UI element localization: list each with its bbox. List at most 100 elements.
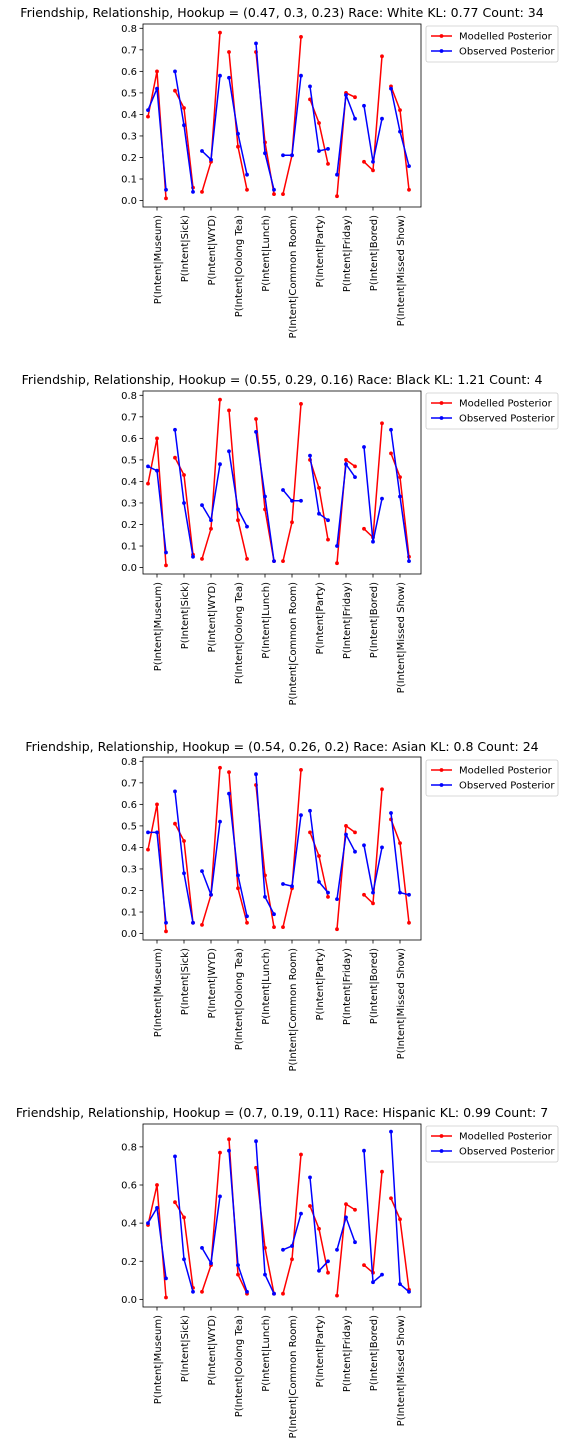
y-tick-label: 0.2 [121, 520, 137, 531]
y-tick-label: 0.2 [121, 886, 137, 897]
plot-area-1 [142, 23, 422, 208]
x-tick-label: P(Intent|Oolong Tea) [234, 582, 245, 684]
observed-data-point [371, 1280, 375, 1285]
modelled-data-point [299, 35, 303, 39]
y-tick-label: 0.4 [121, 843, 137, 854]
chart-title-2: Friendship, Relationship, Hookup = (0.55… [22, 372, 543, 387]
observed-data-point [218, 819, 222, 824]
modelled-data-point [263, 1246, 267, 1250]
x-tick-label: P(Intent|Bored) [369, 215, 380, 291]
modelled-data-point [344, 824, 348, 828]
legend-modelled-marker-4 [439, 1134, 444, 1138]
observed-data-point [146, 108, 150, 112]
modelled-data-point [281, 559, 285, 563]
modelled-data-point [281, 925, 285, 929]
modelled-data-point [245, 187, 249, 192]
observed-data-point [245, 1289, 249, 1294]
x-tick-label: P(Intent|Bored) [369, 582, 380, 658]
x-tick-label: P(Intent|Bored) [369, 948, 380, 1024]
observed-data-point [146, 830, 150, 835]
modelled-data-point [218, 30, 222, 35]
x-tick-label: P(Intent|Missed Show) [396, 582, 407, 693]
modelled-data-point [299, 402, 303, 406]
modelled-data-point [308, 830, 312, 835]
observed-data-point [362, 445, 366, 449]
y-tick-label: 0.0 [121, 563, 137, 574]
x-tick-label: P(Intent|Party) [315, 948, 326, 1021]
observed-data-point [263, 151, 267, 156]
modelled-data-point [317, 121, 321, 125]
observed-data-point [299, 813, 303, 817]
observed-data-point [182, 1257, 186, 1262]
observed-data-point [362, 843, 366, 848]
modelled-data-point [254, 417, 258, 421]
modelled-data-point [182, 839, 186, 843]
observed-data-point [254, 1139, 258, 1144]
modelled-data-point [209, 526, 213, 531]
observed-data-point [380, 845, 384, 850]
observed-data-point [380, 116, 384, 121]
modelled-data-point [182, 106, 186, 110]
modelled-data-point [236, 518, 240, 523]
observed-data-point [236, 131, 240, 136]
observed-data-point [407, 1289, 411, 1294]
x-tick-label: P(Intent|Sick) [180, 582, 191, 649]
modelled-data-point [218, 397, 222, 402]
observed-data-point [398, 1282, 402, 1286]
legend-1: Modelled Posterior Observed Posterior [425, 25, 559, 63]
y-tick-label: 0.7 [121, 778, 137, 789]
observed-data-point [362, 103, 366, 108]
modelled-data-point [245, 557, 249, 561]
y-tick-label: 0.6 [121, 1181, 137, 1192]
x-tick-label: P(Intent|Friday) [342, 215, 353, 292]
observed-data-point [389, 427, 393, 432]
x-tick-label: P(Intent|Sick) [180, 215, 191, 282]
modelled-data-point [281, 1291, 285, 1296]
observed-data-point [353, 475, 357, 479]
modelled-data-point [146, 847, 150, 852]
modelled-data-point [164, 929, 168, 934]
observed-data-point [335, 1247, 339, 1252]
modelled-data-point [218, 1150, 222, 1155]
modelled-data-point [335, 1293, 339, 1298]
x-tick-label: P(Intent|Oolong Tea) [234, 215, 245, 317]
y-tick-label: 0.1 [121, 175, 137, 186]
legend-3: Modelled Posterior Observed Posterior [425, 759, 559, 797]
legend-observed-marker-1 [439, 49, 444, 53]
x-tick-label: P(Intent|Common Room) [288, 948, 299, 1072]
legend-modelled-marker-1 [439, 34, 444, 38]
observed-data-point [398, 129, 402, 134]
observed-data-point [272, 912, 276, 917]
observed-data-point [389, 86, 393, 91]
plot-area-4 [142, 1123, 422, 1308]
legend-observed-marker-2 [439, 416, 444, 420]
y-tick-label: 0.4 [121, 110, 137, 121]
observed-data-point [209, 157, 213, 162]
observed-data-point [263, 895, 267, 899]
observed-data-point [173, 427, 177, 432]
y-tick-label: 0.6 [121, 67, 137, 78]
observed-data-point [155, 86, 159, 91]
modelled-data-point [200, 923, 204, 927]
modelled-data-point [200, 190, 204, 194]
observed-data-point [335, 172, 339, 177]
x-tick-label: P(Intent|Party) [315, 215, 326, 288]
modelled-data-point [272, 925, 276, 929]
observed-data-point [281, 153, 285, 158]
modelled-data-point [236, 144, 240, 149]
observed-data-point [182, 501, 186, 505]
observed-data-point [299, 73, 303, 78]
y-tick-label: 0.2 [121, 153, 137, 164]
plot-area-2 [142, 390, 422, 575]
observed-data-point [299, 1211, 303, 1216]
modelled-data-point [335, 927, 339, 932]
modelled-data-point [389, 1196, 393, 1201]
observed-data-point [389, 811, 393, 815]
observed-data-point [200, 869, 204, 873]
modelled-data-point [326, 1270, 330, 1275]
observed-data-point [146, 464, 150, 469]
legend-observed-label-1: Observed Posterior [459, 47, 555, 58]
modelled-data-point [236, 886, 240, 891]
legend-box-3 [425, 759, 559, 797]
modelled-data-point [380, 1169, 384, 1174]
